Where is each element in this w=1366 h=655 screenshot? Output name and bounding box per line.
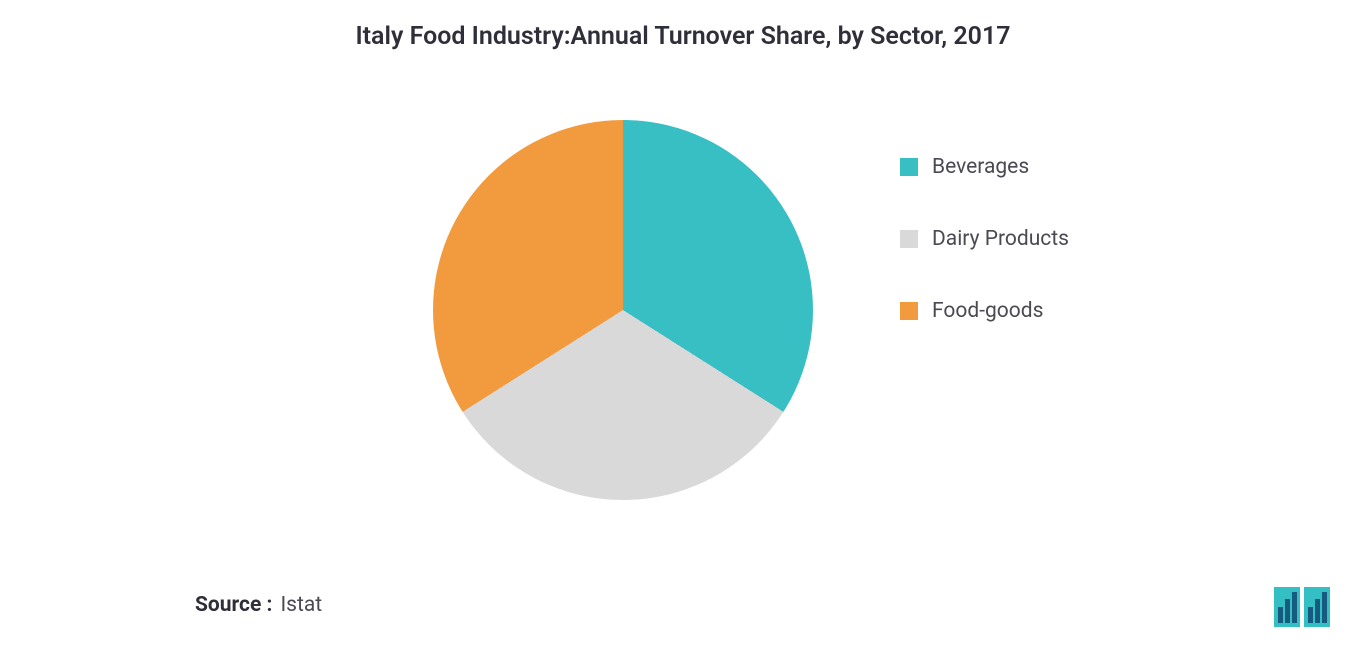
- source-line: Source : Istat: [195, 593, 322, 617]
- source-value: Istat: [280, 593, 322, 617]
- legend-label: Beverages: [932, 155, 1029, 179]
- legend-item: Dairy Products: [900, 227, 1069, 251]
- legend: Beverages Dairy Products Food-goods: [900, 155, 1069, 323]
- legend-swatch: [900, 158, 918, 176]
- legend-swatch: [900, 230, 918, 248]
- legend-swatch: [900, 302, 918, 320]
- legend-label: Food-goods: [932, 299, 1043, 323]
- chart-area: [0, 70, 1366, 550]
- legend-item: Food-goods: [900, 299, 1069, 323]
- pie-wrap: [433, 120, 813, 500]
- pie-chart: [433, 120, 813, 500]
- legend-label: Dairy Products: [932, 227, 1069, 251]
- chart-title: Italy Food Industry:Annual Turnover Shar…: [0, 0, 1366, 51]
- source-label: Source :: [195, 593, 272, 617]
- brand-logo: [1274, 587, 1332, 627]
- legend-item: Beverages: [900, 155, 1069, 179]
